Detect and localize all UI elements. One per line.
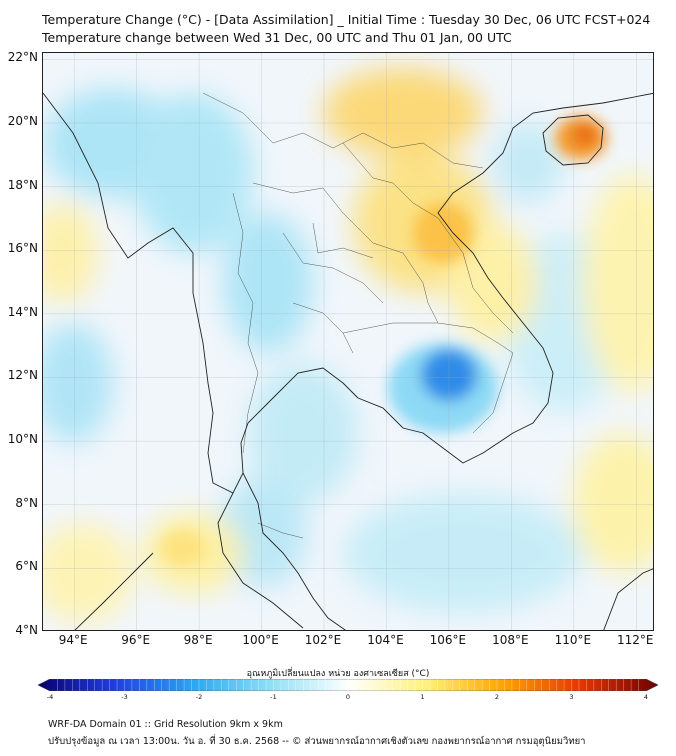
lon-label: 108°E bbox=[492, 633, 529, 647]
map-plot-area[interactable] bbox=[42, 52, 654, 631]
title-line-1: Temperature Change (°C) - [Data Assimila… bbox=[42, 12, 651, 27]
border-thailand-provinces-b bbox=[292, 302, 354, 354]
colorbar-tick-label: 0 bbox=[345, 693, 351, 701]
lat-label: 8°N bbox=[15, 495, 38, 510]
border-thailand-laos bbox=[252, 182, 439, 324]
warm-patch-west-south bbox=[43, 523, 133, 623]
coastline-gulf-east bbox=[357, 92, 653, 464]
colorbar-tick-label: -4 bbox=[46, 693, 54, 701]
cool-patch-west-sea bbox=[43, 323, 113, 443]
lat-label: 18°N bbox=[7, 177, 38, 192]
cool-patch-gulf-tonkin bbox=[493, 123, 563, 203]
warm-patch-south-east bbox=[573, 433, 653, 573]
lon-label: 112°E bbox=[617, 633, 654, 647]
warm-core-hainan-inner bbox=[573, 124, 597, 146]
lat-label: 12°N bbox=[7, 368, 38, 383]
gridlines bbox=[43, 53, 653, 630]
warm-patch-north-vietnam bbox=[323, 68, 483, 158]
lon-label: 110°E bbox=[554, 633, 592, 647]
coastline-hainan bbox=[542, 114, 604, 166]
lat-label: 20°N bbox=[7, 113, 38, 128]
cool-patch-gulf bbox=[248, 363, 358, 503]
warm-patch-east-sea bbox=[583, 173, 653, 393]
border-laos-vietnam bbox=[342, 142, 514, 334]
colorbar-tick-label: 4 bbox=[643, 693, 649, 701]
colorbar-tick-label: 1 bbox=[420, 693, 425, 701]
admin-borders bbox=[202, 92, 514, 539]
warm-patch-andaman-north bbox=[43, 203, 98, 303]
coastline-mainland-west bbox=[43, 92, 359, 494]
footer-model-info: WRF-DA Domain 01 :: Grid Resolution 9km … bbox=[48, 719, 283, 730]
coastline-borneo bbox=[603, 568, 653, 630]
colorbar-tick-label: 2 bbox=[494, 693, 500, 701]
colorbar-title: อุณหภูมิเปลี่ยนแปลง หน่วย องศาเซลเซียส (… bbox=[246, 669, 430, 679]
lon-label: 100°E bbox=[242, 633, 279, 647]
colorbar bbox=[38, 679, 658, 691]
lat-label: 4°N bbox=[15, 623, 38, 637]
warm-core-laos bbox=[413, 203, 473, 263]
title-line-2: Temperature change between Wed 31 Dec, 0… bbox=[42, 30, 512, 45]
colorbar-tick-label: 3 bbox=[569, 693, 574, 701]
lat-label: 10°N bbox=[7, 432, 38, 447]
lat-label: 14°N bbox=[7, 304, 38, 319]
border-malaysia bbox=[257, 522, 304, 539]
border-thailand-provinces-c bbox=[312, 222, 374, 259]
cool-patch-myanmar bbox=[133, 93, 253, 253]
colorbar-tick-label: -1 bbox=[270, 693, 277, 701]
footer-update-credit: ปรับปรุงข้อมูล ณ เวลา 13:00น. วัน อ. ที่… bbox=[48, 736, 586, 747]
lon-label: 104°E bbox=[367, 633, 404, 647]
lon-label: 106°E bbox=[429, 633, 467, 647]
coastlines bbox=[43, 92, 653, 630]
lon-label: 98°E bbox=[183, 633, 213, 647]
lon-label: 94°E bbox=[58, 633, 88, 647]
colorbar-tick-label: -3 bbox=[121, 693, 128, 701]
border-myanmar-thailand bbox=[232, 192, 259, 454]
coastline-peninsula-east bbox=[217, 492, 304, 629]
cool-patch-thailand-west bbox=[223, 213, 313, 353]
lat-label: 22°N bbox=[7, 50, 38, 65]
border-cambodia bbox=[342, 322, 514, 434]
border-china bbox=[202, 92, 484, 169]
warm-core-sumatra bbox=[161, 530, 205, 566]
border-thailand-provinces-a bbox=[282, 232, 384, 304]
lat-label: 16°N bbox=[7, 241, 38, 256]
coastline-peninsula bbox=[242, 472, 346, 630]
lon-label: 102°E bbox=[304, 633, 342, 647]
colorbar-tick-label: -2 bbox=[195, 693, 203, 701]
coastline-sumatra bbox=[74, 552, 154, 630]
lat-label: 6°N bbox=[15, 559, 38, 574]
cool-patch-south bbox=[343, 493, 583, 613]
colorbar-separators bbox=[57, 679, 639, 691]
lon-label: 96°E bbox=[121, 633, 151, 647]
